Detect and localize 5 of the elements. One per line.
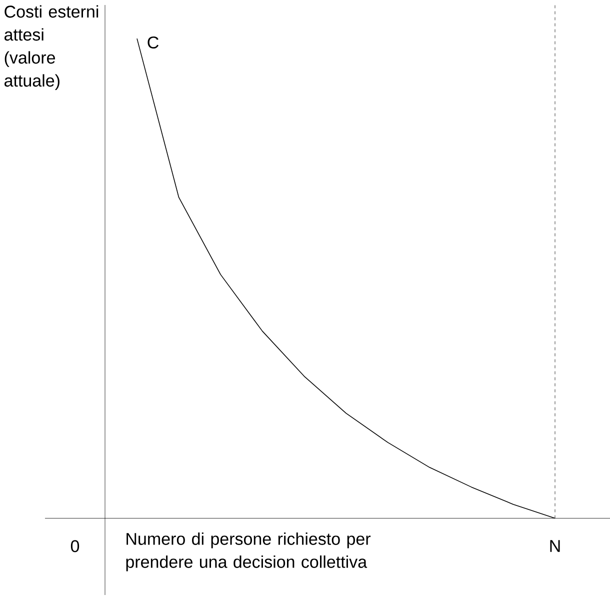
annotation: C (148, 36, 159, 48)
text: N (550, 540, 560, 552)
text: 0 (70, 540, 80, 552)
x-axis-title: Numero di persone richiesto per prendere una decision collettiva (126, 532, 371, 572)
y-axis-title: Costi esterni attesi (valore attuale) (4, 5, 98, 90)
